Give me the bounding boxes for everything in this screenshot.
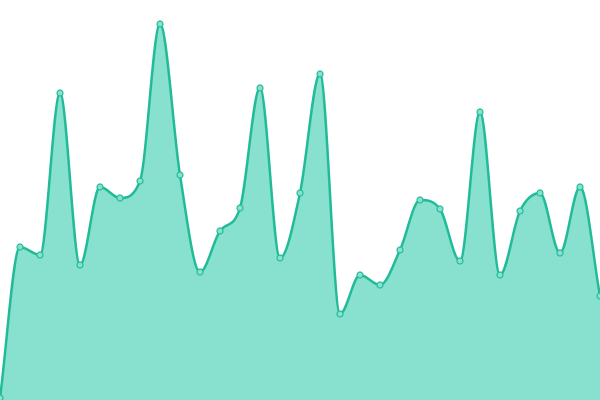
data-point <box>76 261 84 269</box>
data-point <box>356 271 364 279</box>
data-point <box>536 189 544 197</box>
data-point <box>516 207 524 215</box>
data-point <box>116 194 124 202</box>
data-point <box>156 20 164 28</box>
data-point <box>596 292 600 300</box>
data-point <box>456 257 464 265</box>
data-point <box>196 268 204 276</box>
data-point <box>236 204 244 212</box>
data-point <box>376 281 384 289</box>
data-point <box>576 183 584 191</box>
data-point <box>216 227 224 235</box>
data-point <box>176 171 184 179</box>
data-point <box>36 251 44 259</box>
data-point <box>396 246 404 254</box>
data-point <box>556 249 564 257</box>
data-point <box>496 271 504 279</box>
data-point <box>296 189 304 197</box>
data-point <box>16 243 24 251</box>
data-point <box>436 205 444 213</box>
area-fill <box>0 24 600 400</box>
data-point <box>0 394 4 400</box>
data-point <box>56 89 64 97</box>
data-point <box>336 310 344 318</box>
data-point <box>276 254 284 262</box>
data-point <box>256 84 264 92</box>
area-line <box>0 22 600 399</box>
data-point <box>136 177 144 185</box>
data-point <box>96 183 104 191</box>
data-point <box>316 70 324 78</box>
data-point <box>476 108 484 116</box>
data-point <box>416 196 424 204</box>
